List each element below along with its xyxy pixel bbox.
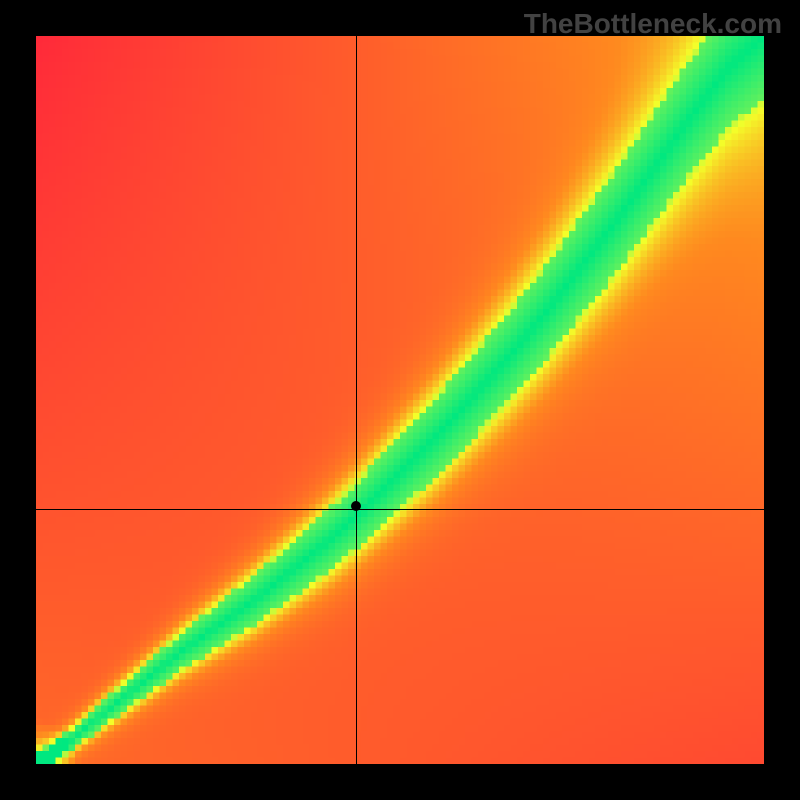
bottleneck-heatmap [36, 36, 764, 764]
crosshair-vertical [356, 36, 357, 764]
watermark-text: TheBottleneck.com [524, 8, 782, 40]
crosshair-horizontal [36, 509, 764, 510]
selection-marker [351, 501, 361, 511]
heatmap-canvas [36, 36, 764, 764]
